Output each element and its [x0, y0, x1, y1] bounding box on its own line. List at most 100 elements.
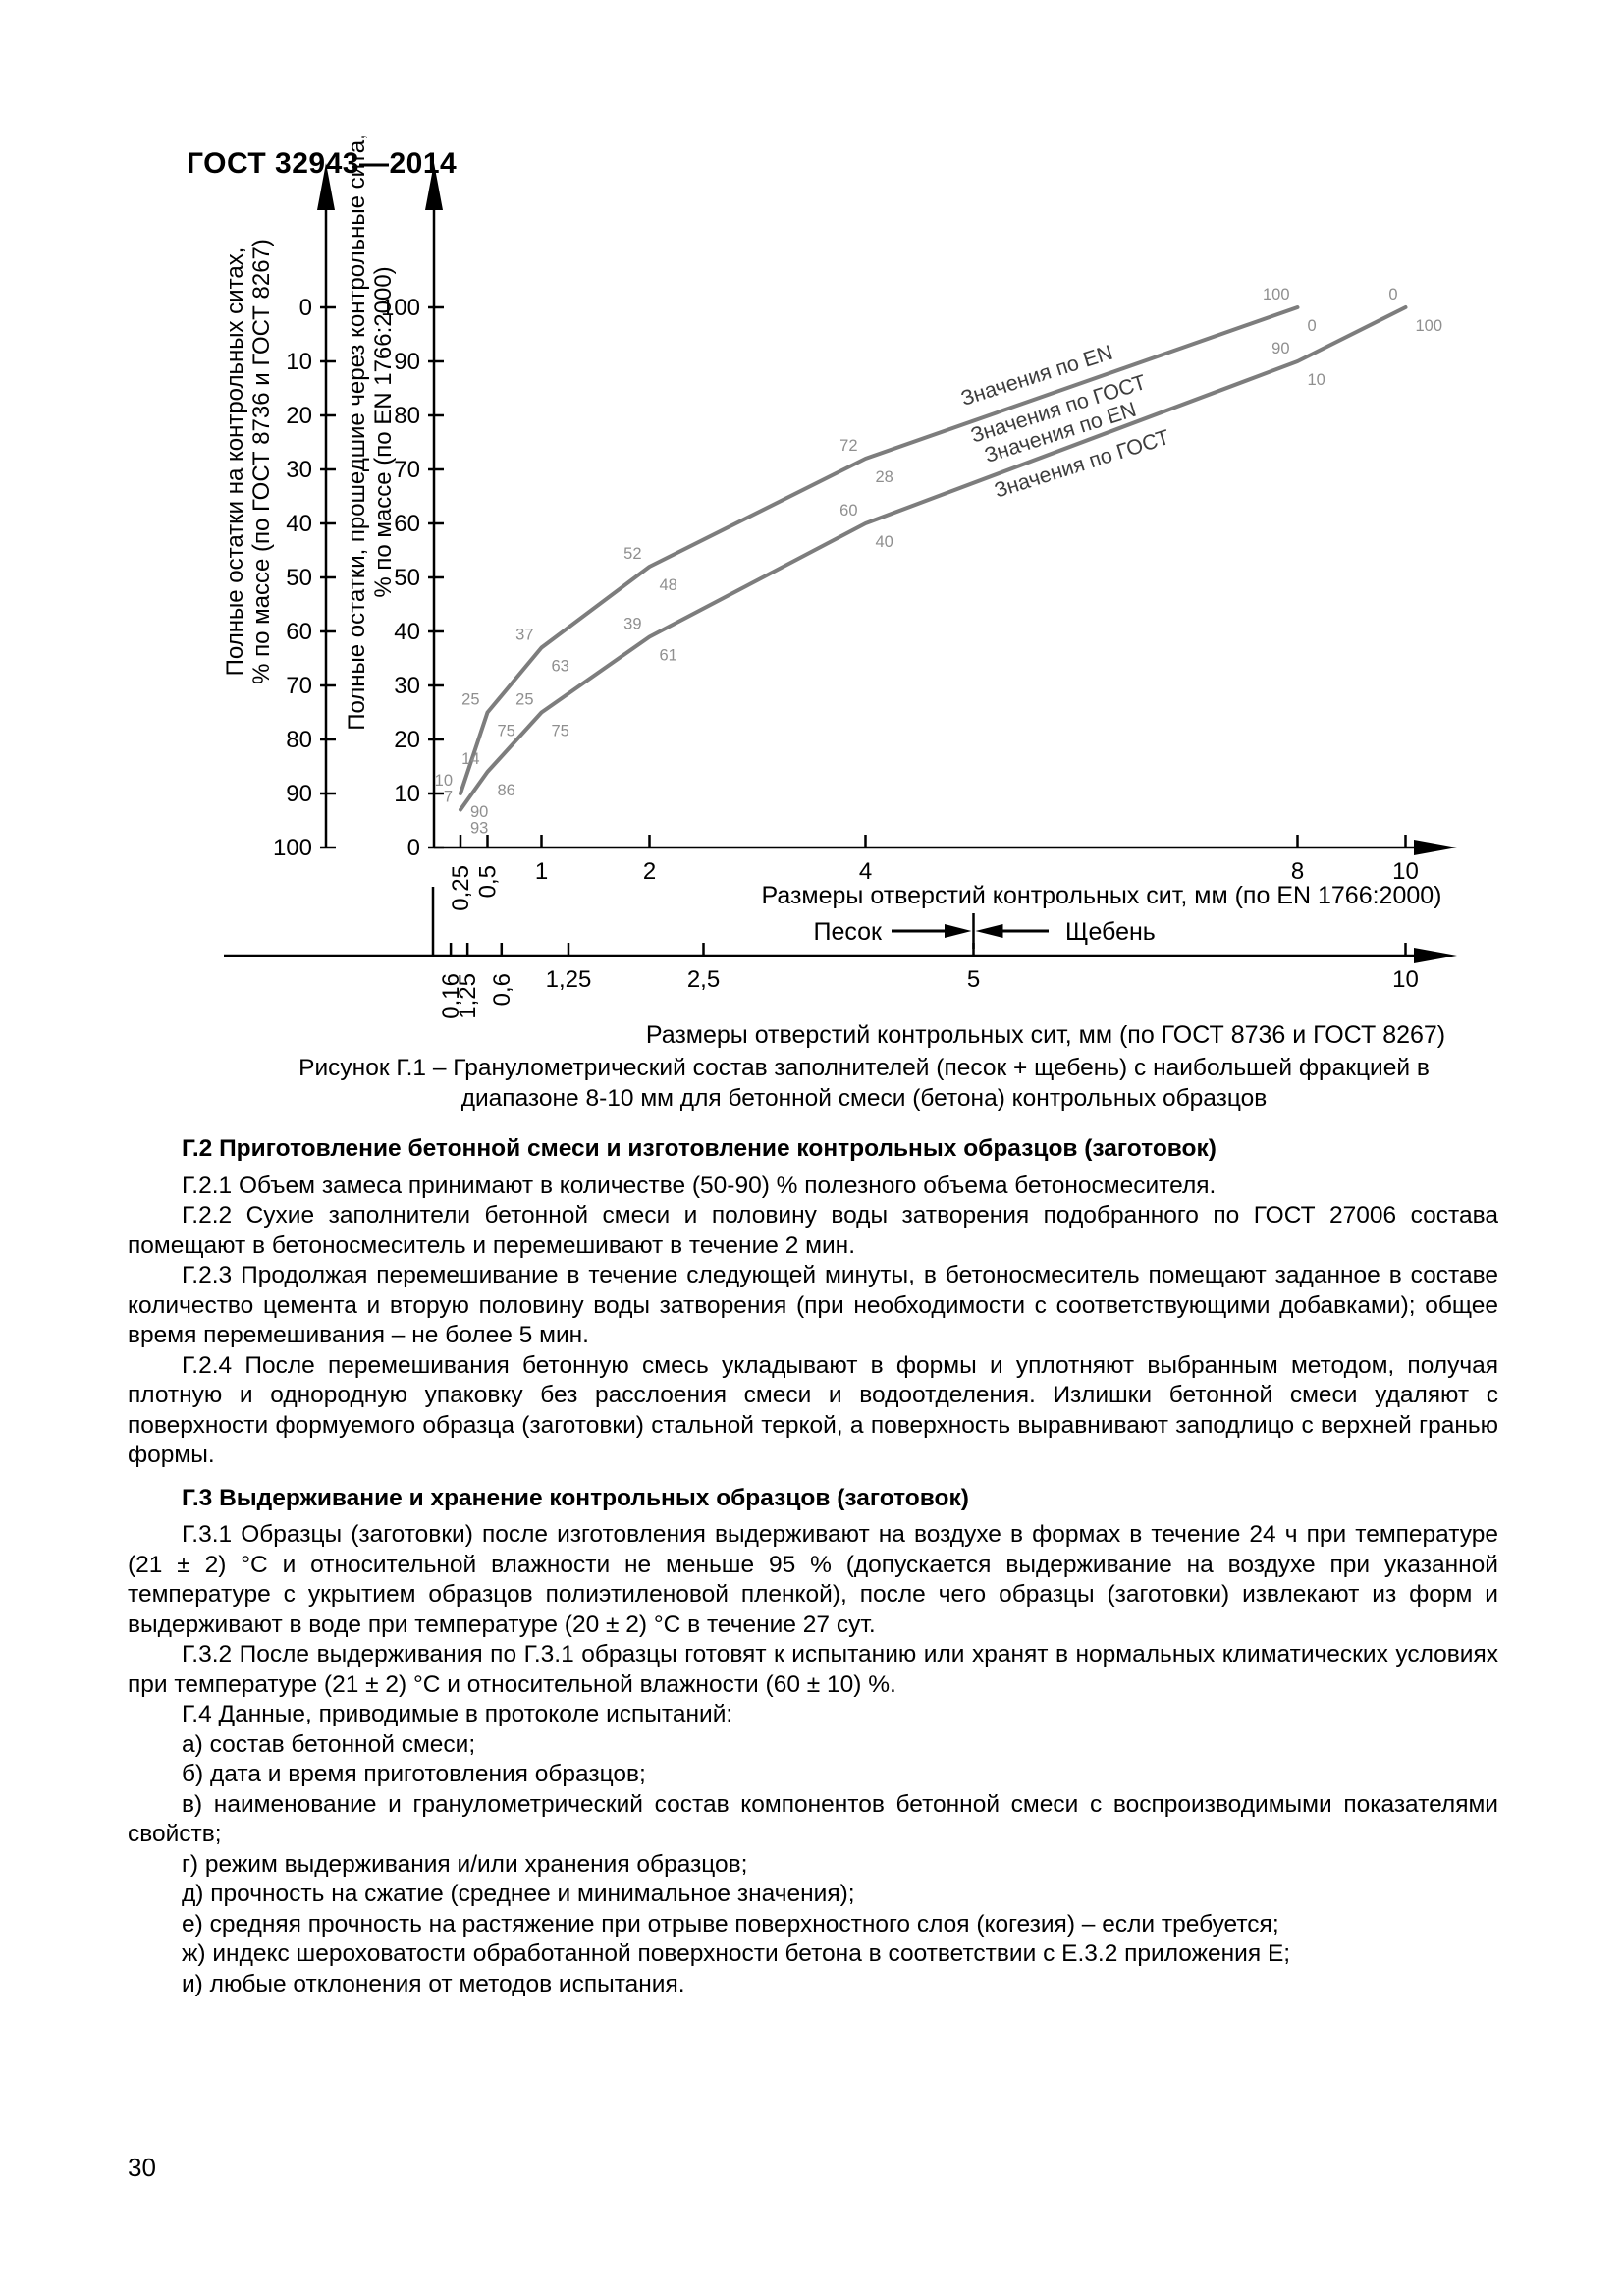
axis-tick-label: 20 — [286, 403, 312, 429]
point-label-bottom: 40 — [876, 533, 893, 551]
point-label-top: 25 — [515, 691, 533, 709]
point-label-top: 100 — [1263, 286, 1290, 303]
y-axis-en-arrow-icon — [425, 163, 443, 210]
point-label-top: 7 — [444, 789, 453, 806]
gravel-arrow-icon — [975, 924, 1003, 938]
x-axis-en-title: Размеры отверстий контрольных сит, мм (п… — [762, 882, 1442, 909]
point-label-top: 37 — [515, 627, 533, 644]
list-item-b: б) дата и время приготовления образцов; — [182, 1761, 646, 1787]
point-label-top: 72 — [839, 437, 857, 455]
standard-number: ГОСТ 32943—2014 — [187, 147, 458, 180]
axis-tick-label: 90 — [394, 349, 420, 375]
axis-tick-label: 60 — [286, 619, 312, 645]
axis-tick-label: 2 — [643, 858, 656, 885]
list-item-v: в) наименование и гранулометрический сос… — [128, 1790, 1498, 1848]
point-label-top: 52 — [623, 545, 641, 563]
x-axis-gost-tick-label: 1,25 — [455, 973, 481, 1019]
point-label-bottom: 86 — [498, 782, 515, 799]
point-label-top: 90 — [1271, 340, 1289, 357]
point-label-bottom: 61 — [660, 647, 677, 665]
paragraph-g31: Г.3.1 Образцы (заготовки) после изготовл… — [128, 1521, 1498, 1638]
paragraph-g22: Г.2.2 Сухие заполнители бетонной смеси и… — [128, 1202, 1498, 1259]
x-axis-gost-tick-label: 0,6 — [489, 973, 515, 1006]
axis-tick-label: 10 — [394, 781, 420, 807]
figure-caption-line2: диапазоне 8-10 мм для бетонной смеси (бе… — [460, 1085, 1268, 1112]
point-label-top: 39 — [623, 616, 641, 633]
paragraph-g24: Г.2.4 После перемешивания бетонную смесь… — [128, 1351, 1498, 1469]
figure-g1-chart: 0102030405060708090100100908070605040302… — [222, 134, 1457, 1049]
list-item-e: е) средняя прочность на растяжение при о… — [182, 1910, 1279, 1938]
point-label-bottom: 28 — [876, 468, 893, 486]
axis-tick-label: 100 — [381, 295, 420, 321]
y-axis-gost-title: % по массе (по ГОСТ 8736 и ГОСТ 8267) — [248, 239, 275, 684]
section-heading-g2: Г.2 Приготовление бетонной смеси и изгот… — [182, 1135, 1217, 1162]
upper-curve — [459, 305, 1300, 795]
axis-tick-label: 2,5 — [687, 966, 720, 993]
paragraph-g32: Г.3.2 После выдерживания по Г.3.1 образц… — [128, 1641, 1498, 1698]
point-label-bottom: 63 — [552, 658, 569, 676]
list-item-a: а) состав бетонной смеси; — [182, 1730, 476, 1758]
lower-curve — [459, 305, 1408, 812]
point-label-bottom: 48 — [660, 576, 677, 594]
y-axis-gost-arrow-icon — [317, 163, 335, 210]
axis-tick-label: 10 — [1392, 858, 1419, 885]
point-label-top: 25 — [461, 691, 479, 709]
axis-tick-label: 20 — [394, 727, 420, 753]
point-label-top: 0 — [1388, 286, 1397, 303]
paragraph-g4: Г.4 Данные, приводимые в протоколе испыт… — [182, 1701, 733, 1727]
figure-caption-line1: Рисунок Г.1 – Гранулометрический состав … — [298, 1055, 1430, 1081]
axis-tick-label: 100 — [273, 835, 312, 861]
axis-tick-label: 50 — [286, 565, 312, 591]
y-axis-en-title: Полные остатки, прошедшие через контроль… — [344, 134, 370, 731]
axis-tick-label: 8 — [1291, 858, 1304, 885]
axis-tick-label: 60 — [394, 511, 420, 537]
axis-tick-label: 1,25 — [546, 966, 592, 993]
axis-tick-label: 10 — [286, 349, 312, 375]
axis-tick-label: 4 — [859, 858, 872, 885]
axis-tick-label: 40 — [286, 511, 312, 537]
axis-tick-label: 80 — [394, 403, 420, 429]
axis-tick-label: 40 — [394, 619, 420, 645]
paragraph-g21: Г.2.1 Объем замеса принимают в количеств… — [182, 1172, 1217, 1199]
axis-tick-label: 1 — [535, 858, 548, 885]
page-number: 30 — [128, 2153, 156, 2182]
axis-tick-label: 80 — [286, 727, 312, 753]
axis-tick-label: 30 — [286, 457, 312, 483]
point-label-top: 10 — [435, 772, 453, 790]
point-label-bottom: 75 — [552, 723, 569, 740]
y-axis-gost-title: Полные остатки на контрольных ситах, — [222, 247, 248, 677]
point-label-top: 60 — [839, 502, 857, 519]
point-label-top: 14 — [461, 750, 479, 768]
y-axis-en-title: % по массе (по EN 1766:2000) — [370, 266, 397, 597]
x-axis-gost-title: Размеры отверстий контрольных сит, мм (п… — [646, 1021, 1445, 1049]
point-label-bottom: 0 — [1308, 317, 1317, 335]
document-body: Г.2 Приготовление бетонной смеси и изгот… — [128, 1121, 1498, 1999]
axis-tick-label: 90 — [286, 781, 312, 807]
point-label-bottom: 100 — [1416, 317, 1443, 335]
point-label-bottom: 93 — [470, 820, 488, 838]
x-axis-gost-tick-label: 0,16 — [438, 973, 464, 1019]
sand-arrow-icon — [945, 924, 972, 938]
list-item-d: д) прочность на сжатие (среднее и минима… — [182, 1881, 855, 1907]
paragraph-g23: Г.2.3 Продолжая перемешивание в течение … — [128, 1262, 1498, 1348]
x-axis-gost-arrow-icon — [1414, 948, 1457, 963]
axis-tick-label: 5 — [967, 966, 980, 993]
list-item-zh: ж) индекс шероховатости обработанной пов… — [182, 1941, 1291, 1967]
figure-caption: Рисунок Г.1 – Гранулометрический состав … — [231, 1053, 1497, 1114]
axis-tick-label: 30 — [394, 673, 420, 699]
point-label-bottom: 75 — [498, 723, 515, 740]
axis-tick-label: 10 — [1392, 966, 1419, 993]
point-label-bottom: 90 — [470, 803, 488, 821]
x-axis-en-tick-label: 0,25 — [448, 865, 474, 911]
gravel-label: Щебень — [1065, 918, 1156, 946]
x-axis-en-arrow-icon — [1414, 840, 1457, 855]
sand-label: Песок — [814, 918, 884, 946]
list-item-g: г) режим выдерживания и/или хранения обр… — [182, 1850, 748, 1878]
axis-tick-label: 0 — [299, 295, 312, 321]
list-item-i: и) любые отклонения от методов испытания… — [182, 1970, 685, 1997]
x-axis-en-tick-label: 0,5 — [475, 865, 502, 898]
axis-tick-label: 70 — [394, 457, 420, 483]
axis-tick-label: 0 — [407, 835, 420, 861]
axis-tick-label: 50 — [394, 565, 420, 591]
